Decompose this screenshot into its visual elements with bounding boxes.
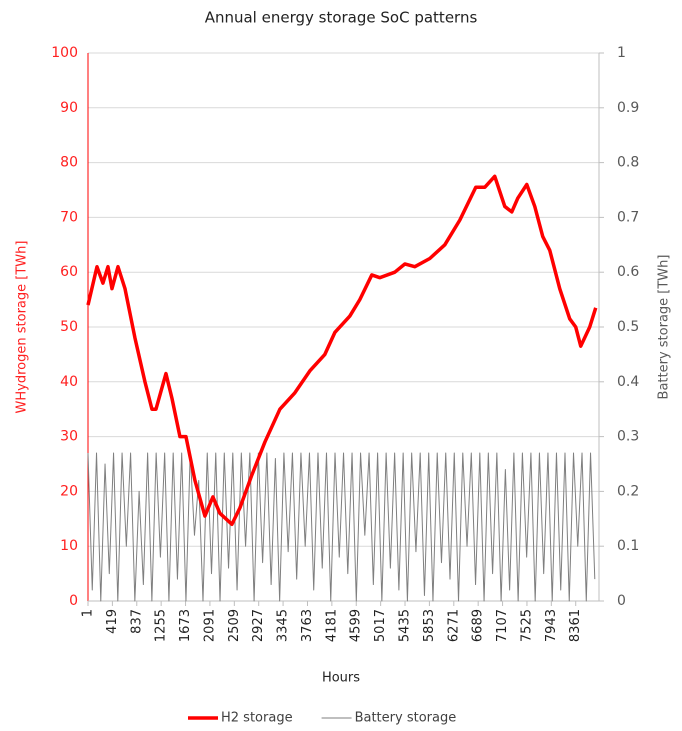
y-tick-label: 90: [60, 100, 78, 116]
x-tick-label: 5435: [398, 609, 413, 642]
y-tick-label: 60: [60, 264, 78, 280]
x-tick-label: 3763: [300, 609, 315, 642]
x-tick-label: 8361: [568, 609, 583, 642]
x-tick-label: 4181: [324, 609, 339, 642]
x-tick-label: 7943: [544, 609, 559, 642]
y-tick-label: 40: [60, 374, 78, 390]
x-tick-label: 419: [105, 609, 120, 634]
legend-label: Battery storage: [355, 711, 457, 726]
x-tick-label: 4599: [349, 609, 364, 642]
y-tick-label: 100: [51, 45, 78, 61]
y-tick-label: 50: [60, 319, 78, 335]
y2-tick-label: 1: [617, 45, 626, 61]
y2-tick-label: 0.6: [617, 264, 639, 280]
y2-tick-label: 0: [617, 593, 626, 609]
series-line: [86, 174, 598, 527]
x-tick-label: 2509: [227, 609, 242, 642]
y2-tick-label: 0.1: [617, 538, 639, 554]
y-tick-label: 80: [60, 155, 78, 171]
series-line: [87, 452, 596, 602]
x-axis-title: Hours: [322, 671, 360, 686]
y2-tick-label: 0.8: [617, 155, 639, 171]
legend-label: H2 storage: [221, 711, 293, 726]
y2-tick-label: 0.3: [617, 429, 639, 445]
y2-tick-label: 0.4: [617, 374, 639, 390]
x-tick-label: 5853: [422, 609, 437, 642]
x-tick-label: 6271: [446, 609, 461, 642]
y-tick-label: 70: [60, 209, 78, 225]
y-tick-label: 0: [69, 593, 78, 609]
y2-tick-label: 0.5: [617, 319, 639, 335]
x-tick-label: 6689: [471, 609, 486, 642]
y2-tick-label: 0.9: [617, 100, 639, 116]
y-axis-title: WHydrogen storage [TWh]: [15, 241, 30, 414]
x-tick-label: 2091: [202, 609, 217, 642]
x-tick-label: 7107: [495, 609, 510, 642]
y-tick-label: 30: [60, 429, 78, 445]
x-tick-label: 5017: [373, 609, 388, 642]
chart-title: Annual energy storage SoC patterns: [205, 9, 478, 27]
x-tick-label: 837: [129, 609, 144, 634]
x-tick-label: 7525: [519, 609, 534, 642]
y-tick-label: 20: [60, 483, 78, 499]
y2-axis-title: Battery storage [TWh]: [657, 255, 672, 400]
y2-tick-label: 0.2: [617, 483, 639, 499]
x-tick-label: 1673: [178, 609, 193, 642]
x-tick-label: 1255: [154, 609, 169, 642]
y-tick-label: 10: [60, 538, 78, 554]
y2-tick-label: 0.7: [617, 209, 639, 225]
x-tick-label: 2927: [251, 609, 266, 642]
x-tick-label: 1: [81, 609, 96, 617]
x-tick-label: 3345: [276, 609, 291, 642]
